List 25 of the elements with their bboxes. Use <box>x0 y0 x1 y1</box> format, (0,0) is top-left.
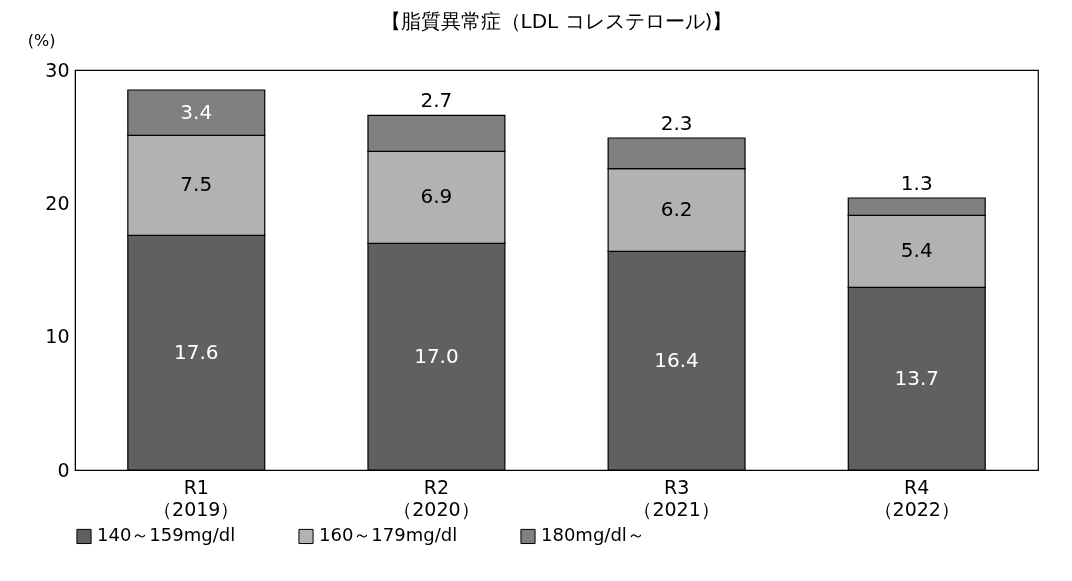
x-tick-label: R2 （2020） <box>393 475 480 520</box>
data-label: 6.9 <box>420 184 453 209</box>
y-tick-label: 20 <box>45 191 70 214</box>
data-label: 2.7 <box>420 88 453 113</box>
data-label: 13.7 <box>894 365 939 390</box>
y-tick-label: 0 <box>57 458 70 481</box>
data-label: 5.4 <box>900 238 933 263</box>
data-label: 1.3 <box>900 171 933 195</box>
y-tick-label: 30 <box>45 58 70 81</box>
x-tick-label: R1 （2019） <box>153 475 240 520</box>
data-label: 6.2 <box>660 197 693 221</box>
legend-label: 140～159mg/dl <box>97 524 236 546</box>
data-label: 17.0 <box>414 343 459 368</box>
y-axis-title: (%) <box>27 30 56 50</box>
data-label: 3.4 <box>180 99 213 124</box>
data-label: 16.4 <box>654 347 699 372</box>
data-label: 2.3 <box>660 111 693 135</box>
data-label: 7.5 <box>180 172 213 197</box>
x-tick-label: R4 （2022） <box>873 475 960 520</box>
y-tick-label: 10 <box>45 325 70 348</box>
chart-title: 【脂質異常症（LDL コレステロール)】 <box>380 9 733 33</box>
x-tick-label: R3 （2021） <box>633 475 720 520</box>
legend-label: 180mg/dl～ <box>541 524 645 546</box>
legend-label: 160～179mg/dl <box>319 524 458 546</box>
data-label: 17.6 <box>174 339 219 364</box>
